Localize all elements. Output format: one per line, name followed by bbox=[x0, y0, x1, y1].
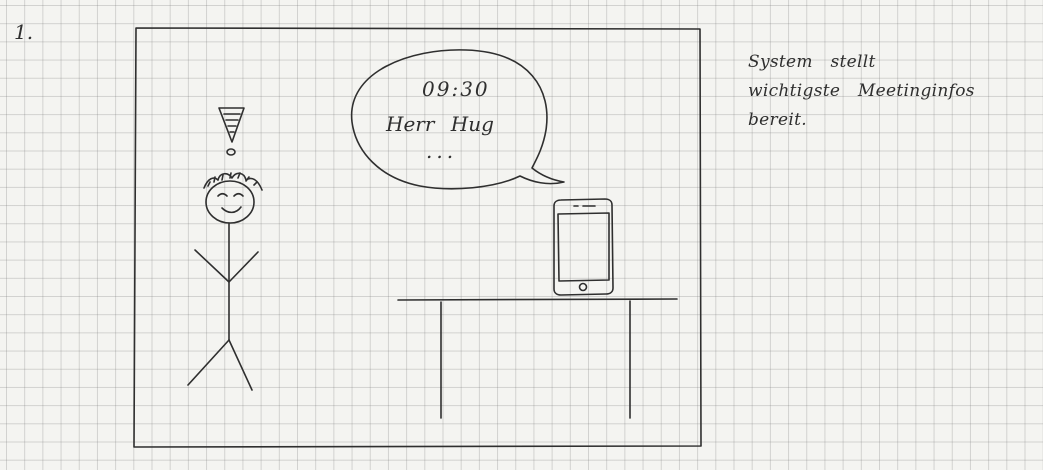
speech-bubble bbox=[350, 49, 565, 190]
bubble-time: 09:30 bbox=[422, 77, 490, 101]
exclamation-mark-icon bbox=[218, 107, 245, 143]
table bbox=[397, 298, 678, 419]
bubble-name: Herr Hug bbox=[385, 112, 494, 136]
step-number: 1. bbox=[14, 20, 34, 44]
scene-frame bbox=[133, 27, 702, 448]
bubble-ellipsis: ... bbox=[426, 139, 457, 163]
caption-text: System stellt wichtigste Meetinginfos be… bbox=[748, 52, 975, 131]
smartphone-icon bbox=[553, 198, 614, 296]
stick-figure bbox=[187, 172, 263, 391]
